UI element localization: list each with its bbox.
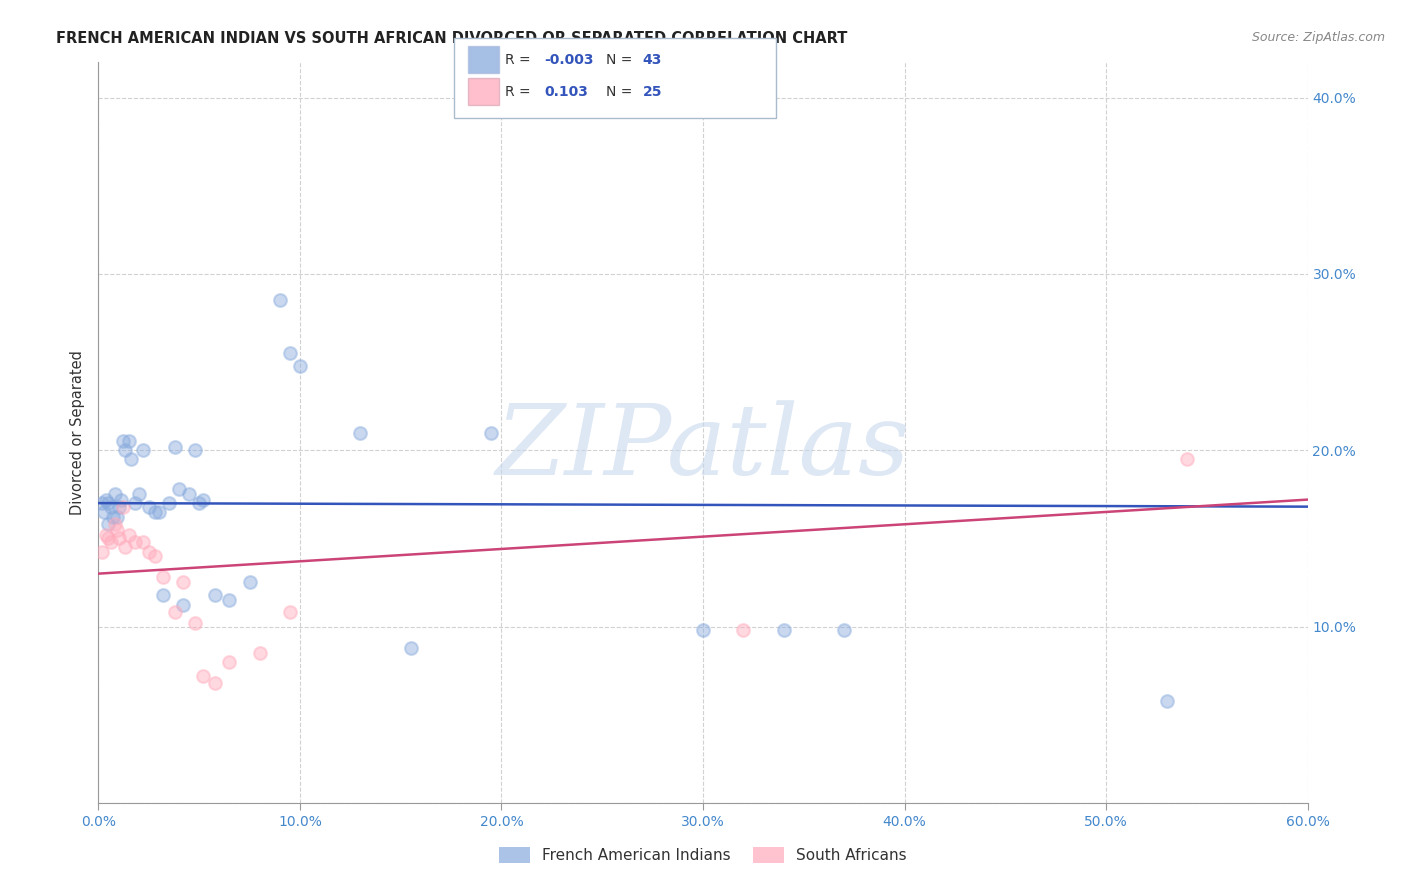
Point (103, 517, 125, 532)
Point (249, 646, 271, 660)
Point (111, 434, 134, 449)
Point (1156, 693, 1178, 707)
Point (733, 623, 755, 637)
Text: R =: R = (505, 53, 534, 67)
Point (188, 496, 211, 510)
Point (118, 528, 141, 542)
Point (349, 425, 371, 440)
Point (138, 500, 160, 514)
Point (91, 496, 114, 510)
Text: N =: N = (606, 85, 637, 99)
Point (97, 496, 120, 510)
Point (101, 510, 124, 524)
Point (97, 517, 120, 532)
Point (204, 588, 226, 602)
Point (118, 434, 141, 449)
Point (91, 545, 114, 559)
Point (152, 570, 174, 584)
Point (481, 425, 503, 440)
Point (114, 540, 136, 554)
Point (218, 593, 240, 607)
Point (110, 492, 132, 507)
Text: R =: R = (505, 85, 534, 99)
Text: 0.103: 0.103 (544, 85, 588, 99)
Point (278, 606, 301, 620)
Point (152, 588, 174, 602)
Point (120, 452, 142, 467)
Text: Source: ZipAtlas.com: Source: ZipAtlas.com (1251, 31, 1385, 45)
Point (204, 676, 226, 690)
Point (100, 500, 122, 514)
Point (692, 623, 714, 637)
Text: FRENCH AMERICAN INDIAN VS SOUTH AFRICAN DIVORCED OR SEPARATED CORRELATION CHART: FRENCH AMERICAN INDIAN VS SOUTH AFRICAN … (56, 31, 848, 46)
Point (132, 443, 155, 458)
Point (832, 623, 855, 637)
Point (399, 640, 422, 655)
Point (107, 532, 129, 546)
Text: -0.003: -0.003 (544, 53, 593, 67)
Point (163, 606, 186, 620)
Text: 25: 25 (643, 85, 662, 99)
Point (218, 655, 240, 669)
Legend: French American Indians, South Africans: French American Indians, South Africans (494, 841, 912, 869)
Text: ZIPatlas: ZIPatlas (496, 400, 910, 495)
Point (288, 359, 311, 373)
Point (278, 346, 301, 360)
Point (124, 535, 146, 549)
Point (179, 487, 201, 501)
Point (269, 293, 291, 308)
Point (167, 482, 190, 496)
Point (193, 669, 215, 683)
Point (148, 505, 170, 519)
Point (157, 496, 180, 510)
Point (1175, 452, 1198, 467)
Point (184, 615, 207, 630)
Point (143, 505, 166, 519)
Point (172, 575, 194, 590)
Y-axis label: Divorced or Separated: Divorced or Separated (70, 351, 86, 515)
Text: 43: 43 (643, 53, 662, 67)
Point (100, 535, 122, 549)
Point (184, 443, 207, 458)
Point (138, 545, 160, 559)
Point (193, 492, 215, 507)
Point (128, 487, 150, 501)
Point (172, 599, 194, 613)
Point (105, 510, 128, 524)
Point (105, 523, 128, 537)
Point (107, 500, 129, 514)
Point (111, 500, 134, 514)
Point (143, 549, 166, 563)
Point (96, 492, 118, 507)
Text: N =: N = (606, 53, 637, 67)
Point (93, 505, 115, 519)
Point (163, 440, 186, 454)
Point (239, 575, 262, 590)
Point (97, 532, 120, 546)
Point (132, 535, 155, 549)
Point (96, 528, 118, 542)
Point (114, 443, 136, 458)
Point (772, 623, 794, 637)
Point (103, 487, 125, 501)
Point (124, 496, 146, 510)
